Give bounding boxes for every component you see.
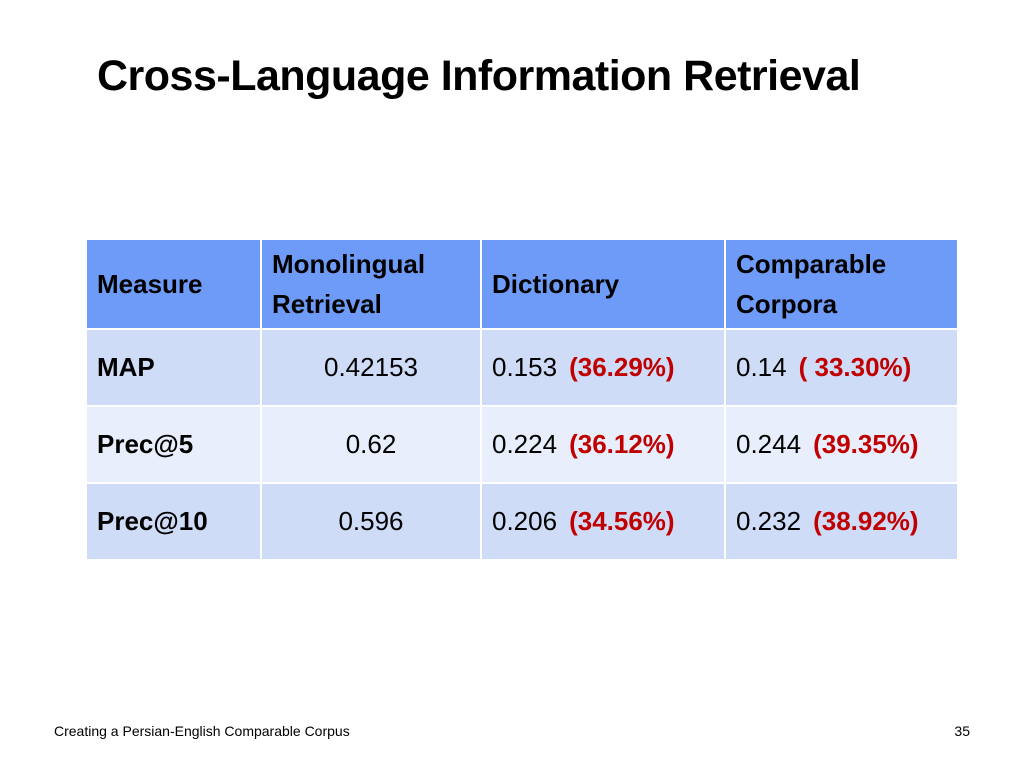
dictionary-cell: 0.224 (36.12%) (480, 405, 726, 484)
slide-footer: Creating a Persian-English Comparable Co… (54, 723, 350, 739)
comparable-cell: 0.244 (39.35%) (724, 405, 959, 484)
comparable-percent: ( 33.30%) (798, 352, 912, 382)
monolingual-cell: 0.596 (260, 482, 482, 561)
results-table: Measure Monolingual Retrieval Dictionary… (85, 238, 959, 561)
monolingual-cell: 0.62 (260, 405, 482, 484)
comparable-cell: 0.14 ( 33.30%) (724, 328, 959, 407)
dictionary-value: 0.224 (492, 429, 558, 459)
header-measure: Measure (85, 238, 262, 330)
header-monolingual-retrieval: Monolingual Retrieval (260, 238, 482, 330)
dictionary-value: 0.153 (492, 352, 558, 382)
dictionary-percent: (36.12%) (569, 429, 675, 459)
comparable-percent: (38.92%) (813, 506, 919, 536)
dictionary-value: 0.206 (492, 506, 558, 536)
monolingual-cell: 0.42153 (260, 328, 482, 407)
comparable-value: 0.232 (736, 506, 802, 536)
header-comp-line1: Comparable (736, 249, 887, 279)
dictionary-cell: 0.206 (34.56%) (480, 482, 726, 561)
dictionary-percent: (34.56%) (569, 506, 675, 536)
header-comp-line2: Corpora (736, 289, 838, 319)
slide-title: Cross-Language Information Retrieval (97, 52, 861, 100)
table-row: Prec@10 0.596 0.206 (34.56%) 0.232 (38.92%… (85, 482, 959, 561)
dictionary-percent: (36.29%) (569, 352, 675, 382)
page-number: 35 (954, 723, 970, 739)
measure-cell: Prec@10 (85, 482, 262, 561)
header-mono-line2: Retrieval (272, 289, 382, 319)
header-comparable-corpora: Comparable Corpora (724, 238, 959, 330)
comparable-cell: 0.232 (38.92%) (724, 482, 959, 561)
comparable-percent: (39.35%) (813, 429, 919, 459)
table-row: Prec@5 0.62 0.224 (36.12%) 0.244 (39.35%) (85, 405, 959, 484)
dictionary-cell: 0.153 (36.29%) (480, 328, 726, 407)
comparable-value: 0.244 (736, 429, 802, 459)
comparable-value: 0.14 (736, 352, 787, 382)
table-row: MAP 0.42153 0.153 (36.29%) 0.14 ( 33.30%) (85, 328, 959, 407)
measure-cell: Prec@5 (85, 405, 262, 484)
header-dictionary: Dictionary (480, 238, 726, 330)
table-header-row: Measure Monolingual Retrieval Dictionary… (85, 238, 959, 330)
measure-cell: MAP (85, 328, 262, 407)
header-mono-line1: Monolingual (272, 249, 426, 279)
